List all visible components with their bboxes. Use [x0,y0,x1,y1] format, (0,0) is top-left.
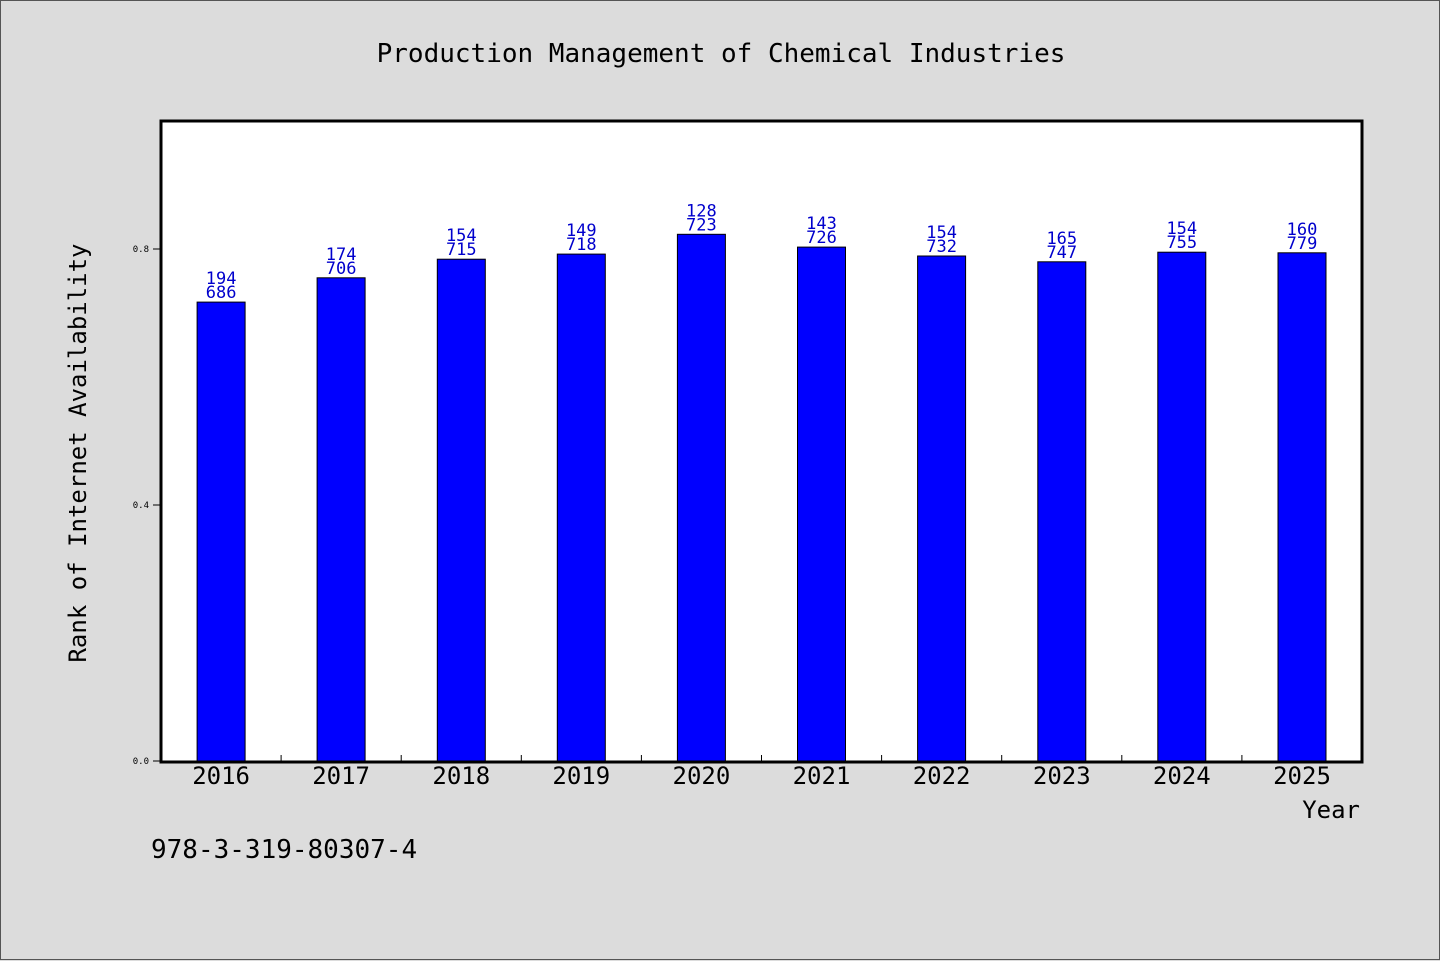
bar-label-bottom-2023: 747 [1046,243,1077,263]
x-tick-label-2022: 2022 [913,762,971,790]
bar-2020 [676,233,726,762]
bar-2017 [316,277,366,762]
bar-2022 [917,255,967,762]
bar-label-top-2017: 174 [326,245,357,265]
bar-2018 [436,258,486,762]
bar-label-bottom-2017: 706 [326,259,357,279]
bar-label-bottom-2019: 718 [566,235,597,255]
x-tick-label-2023: 2023 [1033,762,1091,790]
bar-label-top-2018: 154 [446,226,477,246]
x-tick-label-2021: 2021 [793,762,851,790]
bar-label-bottom-2022: 732 [926,237,957,257]
bar-2021 [797,246,846,762]
bar-label-top-2024: 154 [1166,219,1197,239]
bar-label-bottom-2025: 779 [1287,234,1318,254]
bar-2019 [556,253,606,762]
x-tick-label-2017: 2017 [312,762,370,790]
bar-label-top-2016: 194 [206,269,237,289]
y-tick-label: 0.0 [133,757,149,767]
bar-label-bottom-2016: 686 [206,283,237,303]
x-tick-labels: 2016 2017 2018 2019 2020 2021 2022 2023 2024 2025 [192,762,1331,790]
bar-label-bottom-2020: 723 [686,215,717,235]
bar-2016 [196,301,246,762]
y-tick-label: 0.4 [133,501,149,511]
bar-label-top-2019: 149 [566,221,597,241]
chart-title: Production Management of Chemical Indust… [377,39,1066,69]
x-tick-label-2018: 2018 [432,762,490,790]
y-tick-label: 0.8 [133,245,149,255]
x-tick-label-2025: 2025 [1273,762,1331,790]
bar-2024 [1157,251,1207,762]
bar-label-top-2025: 160 [1287,220,1318,240]
identifier-text: 978-3-319-80307-4 [151,835,418,865]
x-tick-label-2019: 2019 [552,762,610,790]
bar-label-top-2022: 154 [926,223,957,243]
bar-label-top-2023: 165 [1046,229,1077,249]
x-tick-label-2024: 2024 [1153,762,1211,790]
y-tick-labels: 0.0 0.4 0.8 [133,245,149,767]
bar-label-top-2020: 128 [686,201,717,221]
bar-label-bottom-2024: 755 [1166,233,1197,253]
axis-ticks [153,248,1243,762]
bar-label-top-2021: 143 [806,214,837,234]
bar-2023 [1037,261,1087,762]
bar-label-bottom-2021: 726 [806,228,837,248]
bar-2025 [1277,252,1327,762]
bar-label-bottom-2018: 715 [446,240,477,260]
x-tick-label-2020: 2020 [673,762,731,790]
y-axis-label: Rank of Internet Availability [64,243,92,662]
x-tick-label-2016: 2016 [192,762,250,790]
bar-series [196,233,1327,762]
x-axis-label: Year [1302,796,1360,824]
